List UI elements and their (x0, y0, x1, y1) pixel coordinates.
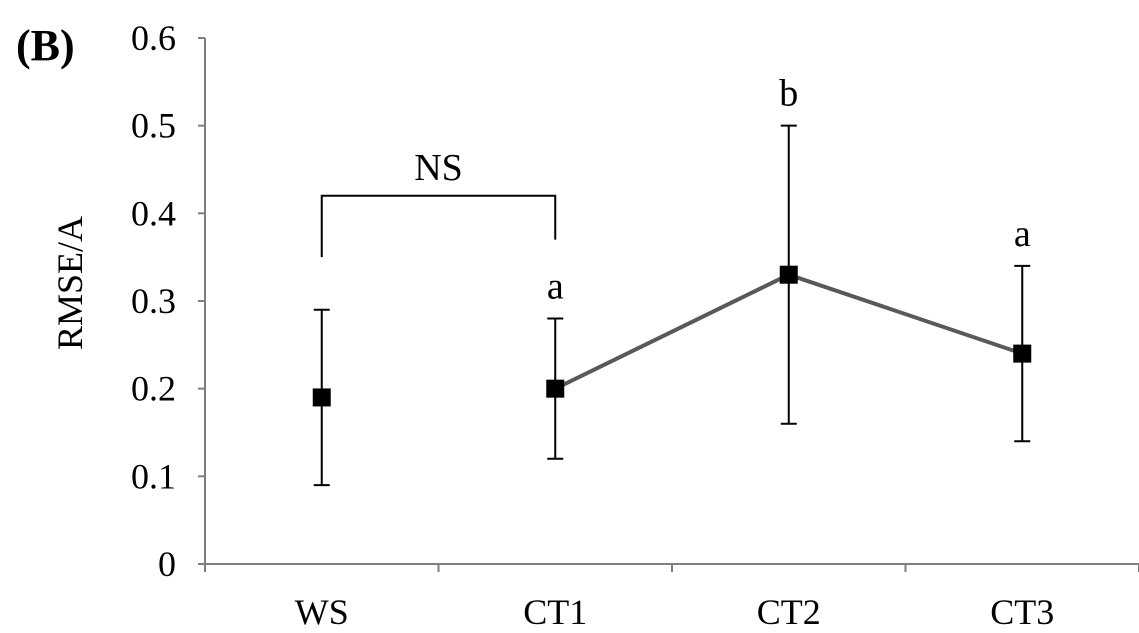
data-point-ws (312, 388, 331, 407)
significance-letter: a (1014, 213, 1031, 255)
axes (204, 38, 1139, 565)
panel-label: (B) (16, 21, 75, 70)
y-tick-label: 0 (158, 544, 176, 584)
y-tick-label: 0.3 (131, 281, 176, 321)
y-tick-label: 0.1 (131, 456, 176, 496)
data-markers (312, 265, 1032, 407)
x-category-label: WS (295, 592, 349, 632)
bracket-label: NS (414, 147, 463, 189)
y-tick-label: 0.6 (131, 18, 176, 58)
y-tick-label: 0.2 (131, 369, 176, 409)
x-category-label: CT1 (523, 592, 587, 632)
x-categories: WS CT1 CT2 CT3 (204, 564, 1139, 632)
significance-letter: a (547, 266, 564, 308)
significance-letter: b (779, 73, 798, 115)
data-point-ct2 (779, 265, 798, 284)
y-ticks: 0 0.1 0.2 0.3 0.4 0.5 0.6 (131, 18, 205, 584)
significance-letters: a b a (547, 73, 1031, 308)
y-axis-title: RMSE/A (50, 216, 90, 350)
x-category-label: CT3 (990, 592, 1054, 632)
ns-bracket: NS (320, 147, 557, 258)
y-tick-label: 0.5 (131, 106, 176, 146)
bracket-line (320, 194, 557, 258)
data-point-ct3 (1013, 344, 1032, 363)
y-tick-label: 0.4 (131, 193, 176, 233)
data-point-ct1 (546, 379, 565, 398)
x-category-label: CT2 (757, 592, 821, 632)
